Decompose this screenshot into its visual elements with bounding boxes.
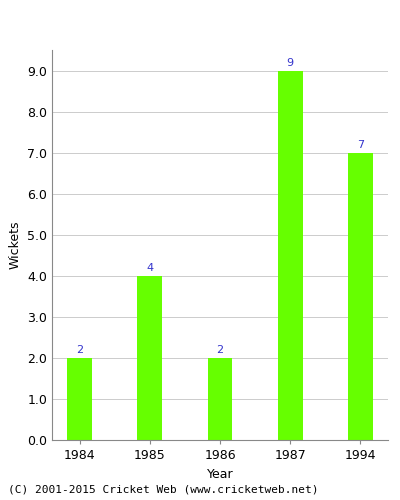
Text: (C) 2001-2015 Cricket Web (www.cricketweb.net): (C) 2001-2015 Cricket Web (www.cricketwe… — [8, 485, 318, 495]
Y-axis label: Wickets: Wickets — [8, 221, 22, 269]
Text: 4: 4 — [146, 263, 153, 273]
Text: 7: 7 — [357, 140, 364, 150]
Bar — [67, 358, 92, 440]
Text: 9: 9 — [287, 58, 294, 68]
Bar — [348, 152, 373, 440]
Bar — [278, 70, 302, 440]
Text: 2: 2 — [216, 345, 224, 355]
Text: 2: 2 — [76, 345, 83, 355]
Bar — [138, 276, 162, 440]
Bar — [208, 358, 232, 440]
X-axis label: Year: Year — [207, 468, 233, 480]
